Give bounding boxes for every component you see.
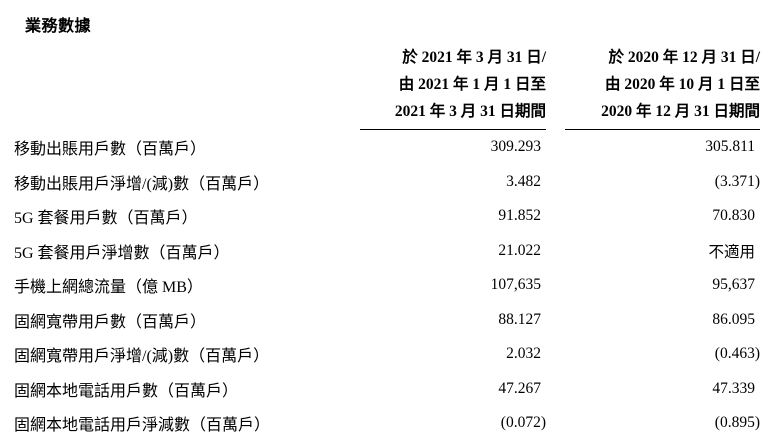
header-line: 由 2021 年 1 月 1 日至 [398,76,546,93]
header-line: 由 2020 年 10 月 1 日至 [604,76,760,93]
value-2020: 305.811 [705,138,755,156]
value-2021: 91.852 [498,207,541,225]
column-header-period-2020: 於 2020 年 12 月 31 日/ 由 2020 年 10 月 1 日至 2… [565,40,760,130]
metric-label: 固網本地電話用戶數（百萬戶） [14,382,239,400]
value-2020: 47.339 [712,379,755,397]
table-row: 固網寬帶用戶淨增/(減)數（百萬戶） 2.032 (0.463) [14,337,760,372]
value-2020: (0.895) [714,414,760,432]
metric-label: 固網本地電話用戶淨減數（百萬戶） [14,417,271,435]
header-line: 於 2021 年 3 月 31 日/ [402,49,546,66]
header-line: 2021 年 3 月 31 日期間 [394,103,546,120]
metric-label: 移動出賬用戶數（百萬戶） [14,141,207,159]
table-row: 固網本地電話用戶數（百萬戶） 47.267 47.339 [14,372,760,407]
column-header-period-2021: 於 2021 年 3 月 31 日/ 由 2021 年 1 月 1 日至 202… [360,40,546,130]
metric-label: 移動出賬用戶淨增/(減)數（百萬戶） [14,175,270,193]
section-title: 業務數據 [25,18,92,35]
value-2021: 107,635 [490,276,541,294]
value-2020: (3.371) [714,172,760,190]
table-row: 移動出賬用戶淨增/(減)數（百萬戶） 3.482 (3.371) [14,165,760,200]
table-row: 固網本地電話用戶淨減數（百萬戶） (0.072) (0.895) [14,406,760,441]
header-line: 於 2020 年 12 月 31 日/ [608,49,760,66]
table-row: 手機上網總流量（億 MB） 107,635 95,637 [14,268,760,303]
table-row: 移動出賬用戶數（百萬戶） 309.293 305.811 [14,130,760,165]
value-2020: 86.095 [712,310,755,328]
value-2021: 2.032 [506,345,541,363]
value-2021: (0.072) [500,414,546,432]
value-2021: 88.127 [498,310,541,328]
metric-label: 5G 套餐用戶數（百萬戶） [14,210,198,228]
table-header-row: 於 2021 年 3 月 31 日/ 由 2021 年 1 月 1 日至 202… [14,40,760,130]
metric-label: 固網寬帶用戶淨增/(減)數（百萬戶） [14,348,270,366]
header-gap-spacer [546,40,565,130]
value-2020: 不適用 [708,243,755,261]
business-data-table: 於 2021 年 3 月 31 日/ 由 2021 年 1 月 1 日至 202… [14,40,760,441]
metric-label: 5G 套餐用戶淨增數（百萬戶） [14,244,230,262]
table-row: 5G 套餐用戶數（百萬戶） 91.852 70.830 [14,199,760,234]
header-line: 2020 年 12 月 31 日期間 [601,103,760,120]
value-2020: 95,637 [712,276,755,294]
table-row: 5G 套餐用戶淨增數（百萬戶） 21.022 不適用 [14,234,760,269]
value-2021: 47.267 [498,379,541,397]
metric-label: 手機上網總流量（億 MB） [14,279,203,297]
metric-label: 固網寬帶用戶數（百萬戶） [14,313,207,331]
table-row: 固網寬帶用戶數（百萬戶） 88.127 86.095 [14,303,760,338]
value-2020: (0.463) [714,345,760,363]
header-label-spacer [14,40,360,130]
value-2021: 21.022 [498,241,541,259]
value-2021: 3.482 [506,172,541,190]
value-2021: 309.293 [490,138,541,156]
value-2020: 70.830 [712,207,755,225]
